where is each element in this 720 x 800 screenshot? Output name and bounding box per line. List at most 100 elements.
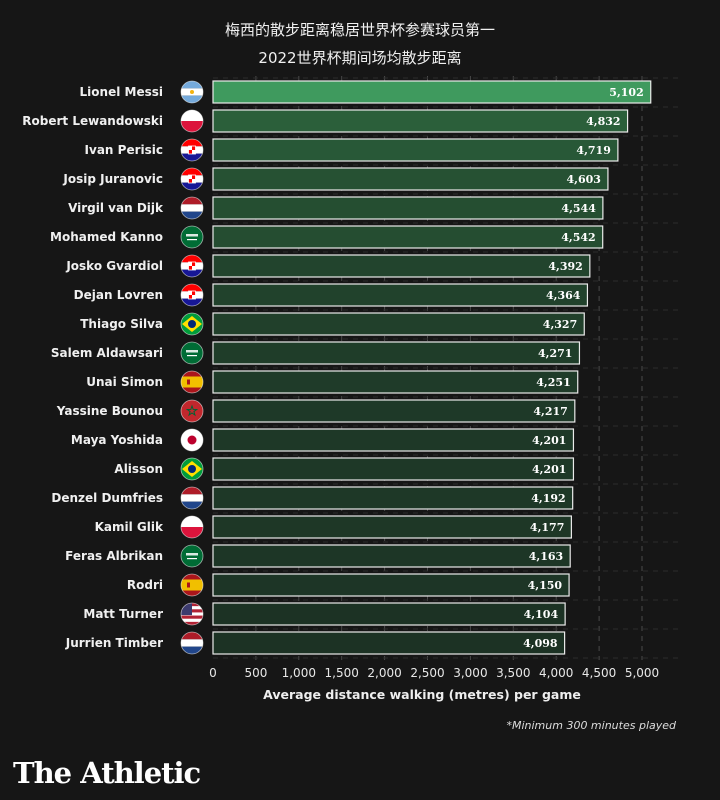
player-label: Kamil Glik — [95, 520, 164, 534]
bar-value-label: 4,327 — [543, 318, 577, 331]
morocco-flag-icon — [180, 399, 204, 423]
bar-chart: 5,102 4,832 4,719 4,603 4,544 4,542 4,392 4,364… — [22, 76, 680, 702]
croatia-flag-icon — [180, 254, 204, 278]
player-label: Yassine Bounou — [56, 404, 163, 418]
brazil-flag-icon — [180, 312, 204, 336]
bar — [212, 573, 570, 597]
bar — [212, 138, 619, 162]
bar — [212, 602, 566, 626]
player-label: Salem Aldawsari — [51, 346, 163, 360]
chart-title: 梅西的散步距离稳居世界杯参赛球员第一 — [224, 21, 495, 39]
player-label: Dejan Lovren — [74, 288, 163, 302]
usa-flag-icon — [180, 602, 204, 626]
player-label: Josip Juranovic — [62, 172, 163, 186]
bar-value-label: 4,150 — [528, 579, 563, 592]
bar-value-label: 5,102 — [609, 86, 643, 99]
bar — [212, 544, 571, 568]
japan-flag-icon — [180, 428, 204, 452]
player-label: Mohamed Kanno — [50, 230, 163, 244]
player-label: Thiago Silva — [80, 317, 163, 331]
player-label: Virgil van Dijk — [68, 201, 164, 215]
player-label: Ivan Perisic — [85, 143, 163, 157]
bar — [212, 225, 604, 249]
bar-value-label: 4,201 — [532, 463, 566, 476]
bar-value-label: 4,544 — [561, 202, 596, 215]
netherlands-flag-icon — [180, 196, 204, 220]
player-label: Rodri — [127, 578, 163, 592]
x-tick-label: 4,500 — [582, 666, 616, 680]
player-label: Lionel Messi — [80, 85, 163, 99]
bars-group: 5,102 4,832 4,719 4,603 4,544 4,542 4,392 4,364… — [212, 80, 652, 655]
bar-value-label: 4,271 — [538, 347, 572, 360]
spain-flag-icon — [180, 370, 204, 394]
netherlands-flag-icon — [180, 486, 204, 510]
player-label: Feras Albrikan — [65, 549, 163, 563]
x-tick-label: 0 — [209, 666, 217, 680]
bar — [212, 515, 572, 539]
x-tick-label: 2,500 — [410, 666, 444, 680]
spain-flag-icon — [180, 573, 204, 597]
bar-value-label: 4,251 — [536, 376, 570, 389]
x-tick-label: 3,000 — [453, 666, 487, 680]
poland-flag-icon — [180, 109, 204, 133]
bar — [212, 167, 609, 191]
x-tick-label: 2,000 — [367, 666, 401, 680]
bar — [212, 341, 581, 365]
player-labels-group: Lionel Messi Robert Lewandowski Ivan Peris… — [22, 85, 164, 650]
x-tick-label: 3,500 — [496, 666, 530, 680]
x-axis-ticks: 0 500 1,000 1,500 2,000 2,500 3,000 3,500 4,000 4… — [209, 666, 659, 680]
bar-value-label: 4,192 — [531, 492, 565, 505]
x-tick-label: 500 — [244, 666, 267, 680]
player-label: Maya Yoshida — [71, 433, 163, 447]
player-label: Denzel Dumfries — [51, 491, 163, 505]
bar — [212, 631, 566, 655]
croatia-flag-icon — [180, 138, 204, 162]
saudi-arabia-flag-icon — [180, 225, 204, 249]
bar — [212, 428, 575, 452]
brand-logo: The Athletic — [13, 756, 201, 790]
x-tick-label: 1,500 — [325, 666, 359, 680]
bar — [212, 283, 589, 307]
x-tick-label: 1,000 — [282, 666, 316, 680]
bar-value-label: 4,177 — [530, 521, 564, 534]
player-label: Alisson — [114, 462, 163, 476]
x-axis-title: Average distance walking (metres) per ga… — [263, 687, 581, 702]
player-label: Unai Simon — [86, 375, 163, 389]
chart-subtitle: 2022世界杯期间场均散步距离 — [258, 49, 462, 67]
bar-value-label: 4,392 — [548, 260, 582, 273]
poland-flag-icon — [180, 515, 204, 539]
x-tick-label: 4,000 — [539, 666, 573, 680]
player-label: Robert Lewandowski — [22, 114, 163, 128]
player-label: Jurrien Timber — [65, 636, 163, 650]
croatia-flag-icon — [180, 283, 204, 307]
bar-value-label: 4,163 — [529, 550, 563, 563]
saudi-arabia-flag-icon — [180, 341, 204, 365]
bar-value-label: 4,832 — [586, 115, 620, 128]
footnote: *Minimum 300 minutes played — [506, 719, 676, 732]
bar — [212, 486, 574, 510]
bar — [212, 312, 585, 336]
bar-value-label: 4,603 — [566, 173, 600, 186]
bar — [212, 196, 604, 220]
bar-value-label: 4,364 — [546, 289, 581, 302]
brazil-flag-icon — [180, 457, 204, 481]
bar — [212, 109, 629, 133]
bar-value-label: 4,542 — [561, 231, 595, 244]
croatia-flag-icon — [180, 167, 204, 191]
bar-value-label: 4,104 — [524, 608, 559, 621]
bar — [212, 457, 575, 481]
x-tick-label: 5,000 — [625, 666, 659, 680]
flags-group — [180, 80, 204, 655]
argentina-flag-icon — [180, 80, 204, 104]
bar-value-label: 4,719 — [576, 144, 610, 157]
grid-lines — [213, 76, 680, 660]
bar-value-label: 4,098 — [523, 637, 558, 650]
bar — [212, 370, 579, 394]
player-label: Matt Turner — [83, 607, 163, 621]
player-label: Josko Gvardiol — [65, 259, 163, 273]
bar — [212, 254, 591, 278]
bar — [212, 80, 652, 104]
bar-value-label: 4,217 — [533, 405, 567, 418]
saudi-arabia-flag-icon — [180, 544, 204, 568]
netherlands-flag-icon — [180, 631, 204, 655]
